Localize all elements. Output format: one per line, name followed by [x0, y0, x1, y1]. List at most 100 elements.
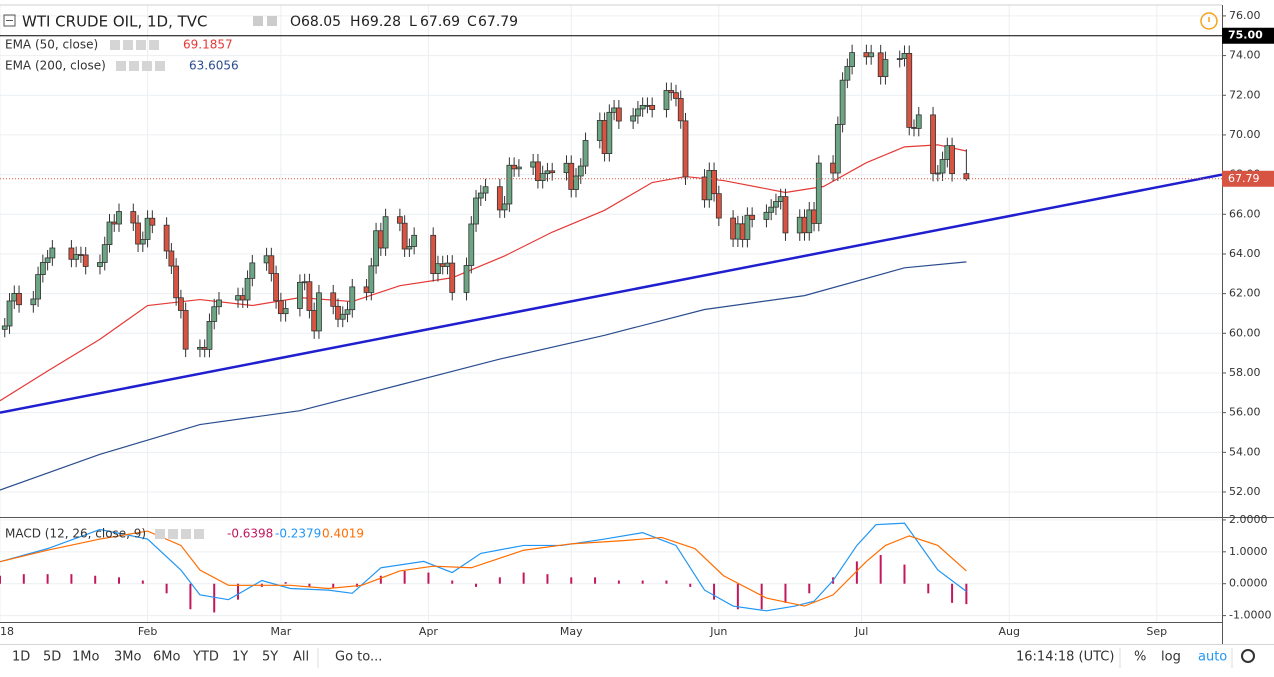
indicator-icon[interactable] [142, 61, 152, 71]
range-button[interactable]: All [293, 650, 309, 665]
candle-body [744, 214, 751, 240]
scale-option[interactable]: auto [1198, 650, 1227, 665]
indicator-icon[interactable] [181, 529, 191, 539]
candle-body [78, 254, 84, 256]
candle-body [249, 262, 256, 279]
indicator-name: EMA (50, close) [5, 38, 98, 52]
candle-body [430, 234, 437, 274]
candle-body [282, 308, 289, 315]
candle-body [777, 196, 784, 202]
candle-body [116, 211, 122, 225]
candle-body [634, 108, 641, 117]
range-button[interactable]: 6Mo [153, 650, 180, 665]
toolbar: 1D 5D 1Mo 3Mo 6Mo YTD 1Y 5Y All Go to... 16:14:18 … [12, 648, 1233, 668]
candle-body [173, 265, 180, 299]
candle-body [235, 295, 241, 301]
candle-body [339, 313, 346, 320]
ohlc-value: 69.28 [361, 14, 401, 30]
candle-body [30, 298, 37, 306]
candle-body [677, 98, 684, 122]
indicator-icon[interactable] [110, 40, 120, 50]
settings-gear[interactable] [1241, 649, 1255, 663]
indicator-name: MACD (12, 26, close, 9) [5, 527, 146, 541]
candle-body [111, 221, 118, 225]
candle-body [511, 164, 518, 170]
range-button[interactable]: 1Mo [72, 650, 99, 665]
indicator-icon[interactable] [155, 61, 165, 71]
candle-body [749, 214, 756, 220]
price-tag [1222, 27, 1274, 44]
candle-body [596, 120, 603, 141]
candle-body [244, 277, 251, 301]
range-button[interactable]: YTD [192, 650, 219, 665]
candle-body [582, 140, 589, 167]
candle-body [468, 223, 475, 266]
candle-body [506, 164, 513, 205]
candle-body [273, 273, 280, 302]
candle-body [815, 162, 822, 224]
candle-body [930, 114, 936, 174]
range-button[interactable]: 5Y [262, 650, 278, 665]
candle-body [811, 209, 817, 224]
indicator-icon[interactable] [194, 529, 204, 539]
candle-body [563, 162, 570, 174]
x-tick-label: 18 [0, 625, 14, 638]
range-button[interactable]: 1D [12, 650, 30, 665]
macd-pane [0, 522, 968, 613]
candle-body [915, 114, 922, 129]
candle-body [1, 325, 8, 330]
candle-body [668, 90, 675, 94]
goto-button[interactable]: Go to... [335, 650, 382, 665]
candle-body [711, 170, 717, 195]
indicator-icon[interactable] [149, 40, 159, 50]
x-tick-label: Feb [138, 625, 157, 638]
chart-title: WTI CRUDE OIL, 1D, TVC [22, 13, 208, 31]
candle-body [344, 309, 351, 315]
x-tick-label: Apr [419, 625, 439, 638]
candle-body [49, 247, 56, 259]
range-button[interactable]: 1Y [232, 650, 248, 665]
candle-body [911, 126, 917, 129]
range-button[interactable]: 3Mo [114, 650, 141, 665]
candle-body [963, 173, 970, 180]
indicator-icon[interactable] [136, 40, 146, 50]
candle-body [830, 162, 836, 174]
alert-icon[interactable] [1200, 12, 1218, 30]
candle-body [411, 234, 418, 247]
indicator-icon[interactable] [155, 529, 165, 539]
price-pane [0, 35, 1222, 491]
candle-body [663, 90, 670, 110]
y-tick-label: 1.0000 [1229, 545, 1268, 558]
candle-body [682, 120, 689, 178]
candle-body [739, 223, 746, 240]
candle-body [277, 300, 284, 315]
indicator-icon[interactable] [129, 61, 139, 71]
candle-body [649, 104, 656, 110]
indicator-value: -0.6398 [227, 527, 273, 541]
range-button[interactable]: 5D [43, 650, 61, 665]
candle-body [330, 292, 337, 307]
candle-body [301, 281, 308, 284]
indicator-icon[interactable] [123, 40, 133, 50]
candle-body [796, 216, 803, 234]
candle-body [730, 217, 737, 240]
candle-body [239, 295, 246, 301]
candle-body [863, 52, 870, 58]
collapse-icon[interactable] [3, 14, 16, 27]
scale-option[interactable]: log [1161, 650, 1181, 665]
candle-body [11, 293, 18, 302]
indicator-icon[interactable] [168, 529, 178, 539]
eye-icon[interactable] [253, 16, 263, 26]
candle-body [906, 53, 913, 128]
candle-body [539, 173, 546, 181]
y-tick-label: 72.00 [1229, 88, 1261, 101]
candle-body [639, 104, 646, 110]
indicator-icon[interactable] [116, 61, 126, 71]
y-tick-label: -1.0000 [1229, 609, 1271, 622]
settings-icon[interactable] [267, 16, 277, 26]
candle-body [701, 176, 708, 201]
candle-body [544, 170, 551, 175]
candle-body [496, 186, 503, 211]
scale-option[interactable]: % [1134, 650, 1146, 665]
y-tick-label: 60.00 [1229, 326, 1261, 339]
